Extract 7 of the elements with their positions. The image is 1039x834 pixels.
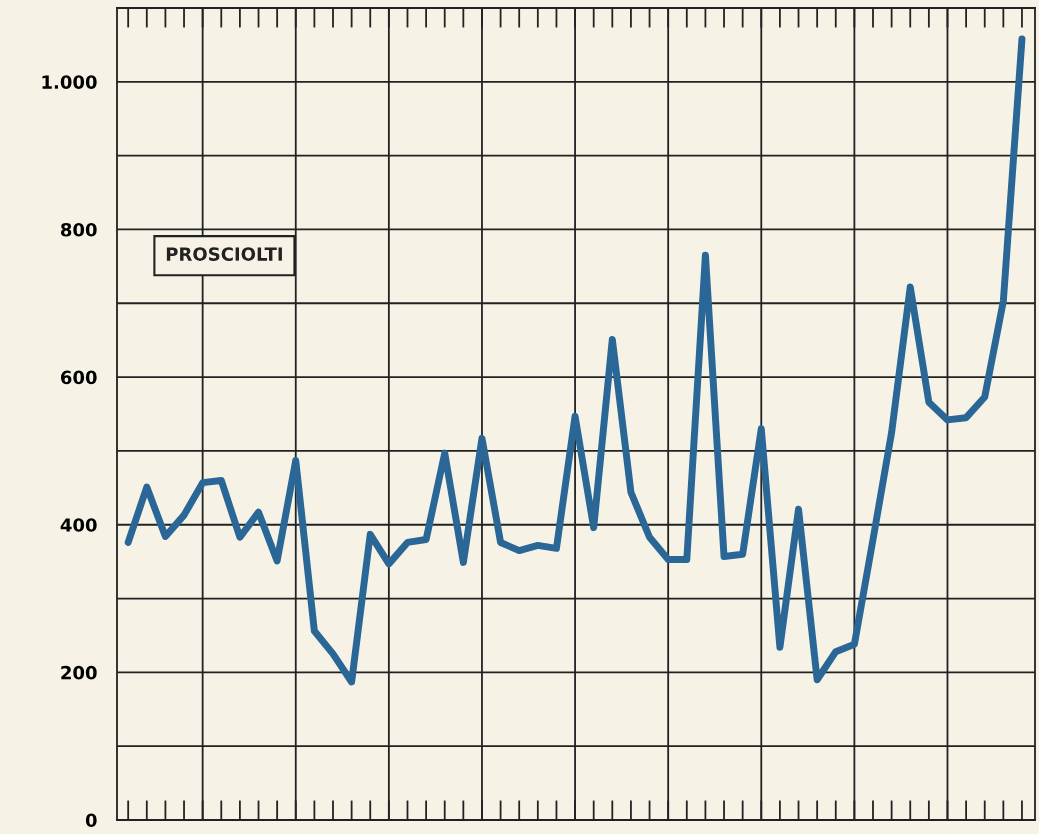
annotation: PROSCIOLTI bbox=[166, 247, 282, 261]
y-tick-label: 1.000 bbox=[42, 75, 97, 89]
y-tick-label: 200 bbox=[61, 665, 97, 680]
y-tick-label: 0 bbox=[85, 813, 97, 828]
y-tick-label: 600 bbox=[60, 370, 97, 385]
y-tick-label: 400 bbox=[60, 518, 97, 532]
y-tick-label: 800 bbox=[60, 222, 97, 237]
